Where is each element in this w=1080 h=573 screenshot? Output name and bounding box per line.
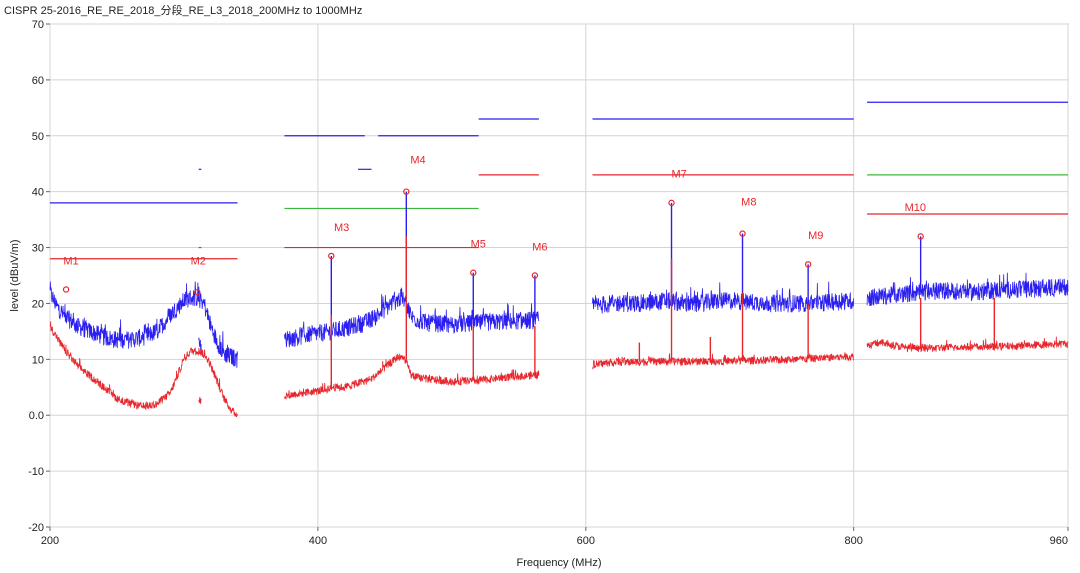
x-axis-ticks: 200 400 600 800 960 [41, 527, 1069, 547]
marker-point [403, 188, 410, 195]
trace-line [284, 287, 540, 348]
y-tick-label: 30 [32, 243, 44, 255]
y-tick-label: 60 [32, 75, 44, 87]
x-axis-label: Frequency (MHz) [517, 557, 602, 569]
trace-line [49, 321, 238, 418]
x-tick-label: 200 [41, 535, 59, 547]
marker-point [194, 289, 201, 296]
trace-line [592, 281, 855, 314]
trace-line [866, 272, 1069, 307]
x-tick-label: 960 [1050, 535, 1068, 547]
marker-point [739, 230, 746, 237]
marker-label: M10 [905, 202, 926, 214]
y-tick-label: 70 [32, 19, 44, 31]
y-tick-label: 20 [32, 298, 44, 310]
x-tick-label: 400 [309, 535, 327, 547]
marker-point [531, 272, 539, 279]
marker-point [328, 252, 335, 260]
marker-label: M6 [532, 241, 547, 253]
marker-point [804, 261, 812, 268]
trace-line [198, 397, 202, 404]
x-tick-label: 800 [845, 535, 863, 547]
y-tick-label: 0.0 [29, 410, 44, 422]
marker-label: M9 [808, 230, 823, 242]
plot-area [49, 23, 1069, 528]
markers: M1 M2 M3 M4 M5 M6 M7 M8 M9 M10 [62, 155, 926, 296]
spikes [330, 191, 996, 388]
traces [49, 272, 1069, 418]
grid-lines [49, 23, 1069, 528]
marker-label: M8 [741, 197, 756, 209]
marker-point [917, 233, 924, 240]
marker-point [668, 199, 675, 207]
marker-label: M4 [410, 155, 425, 167]
y-tick-label: 40 [32, 187, 44, 199]
marker-label: M3 [334, 222, 349, 234]
trace-line [49, 281, 238, 368]
trace-line [866, 336, 1069, 353]
y-tick-label: 50 [32, 131, 44, 143]
marker-point [470, 269, 477, 276]
trace-line [592, 352, 855, 370]
x-tick-label: 600 [577, 535, 595, 547]
marker-point [62, 286, 70, 293]
limit-lines [50, 101, 1068, 260]
marker-label: M2 [191, 255, 206, 267]
marker-label: M7 [672, 169, 687, 181]
marker-label: M5 [471, 239, 486, 251]
y-tick-label: -10 [28, 466, 44, 478]
y-tick-label: -20 [28, 522, 44, 534]
y-axis-ticks: 70 60 50 40 30 20 10 0.0 -10 -20 [28, 19, 50, 534]
trace-line [198, 337, 202, 353]
y-tick-label: 10 [32, 354, 44, 366]
marker-label: M1 [63, 255, 78, 267]
y-axis-label: level (dBuV/m) [9, 239, 21, 311]
chart-title: CISPR 25-2016_RE_RE_2018_分段_RE_L3_2018_2… [4, 5, 363, 17]
trace-line [284, 353, 540, 400]
